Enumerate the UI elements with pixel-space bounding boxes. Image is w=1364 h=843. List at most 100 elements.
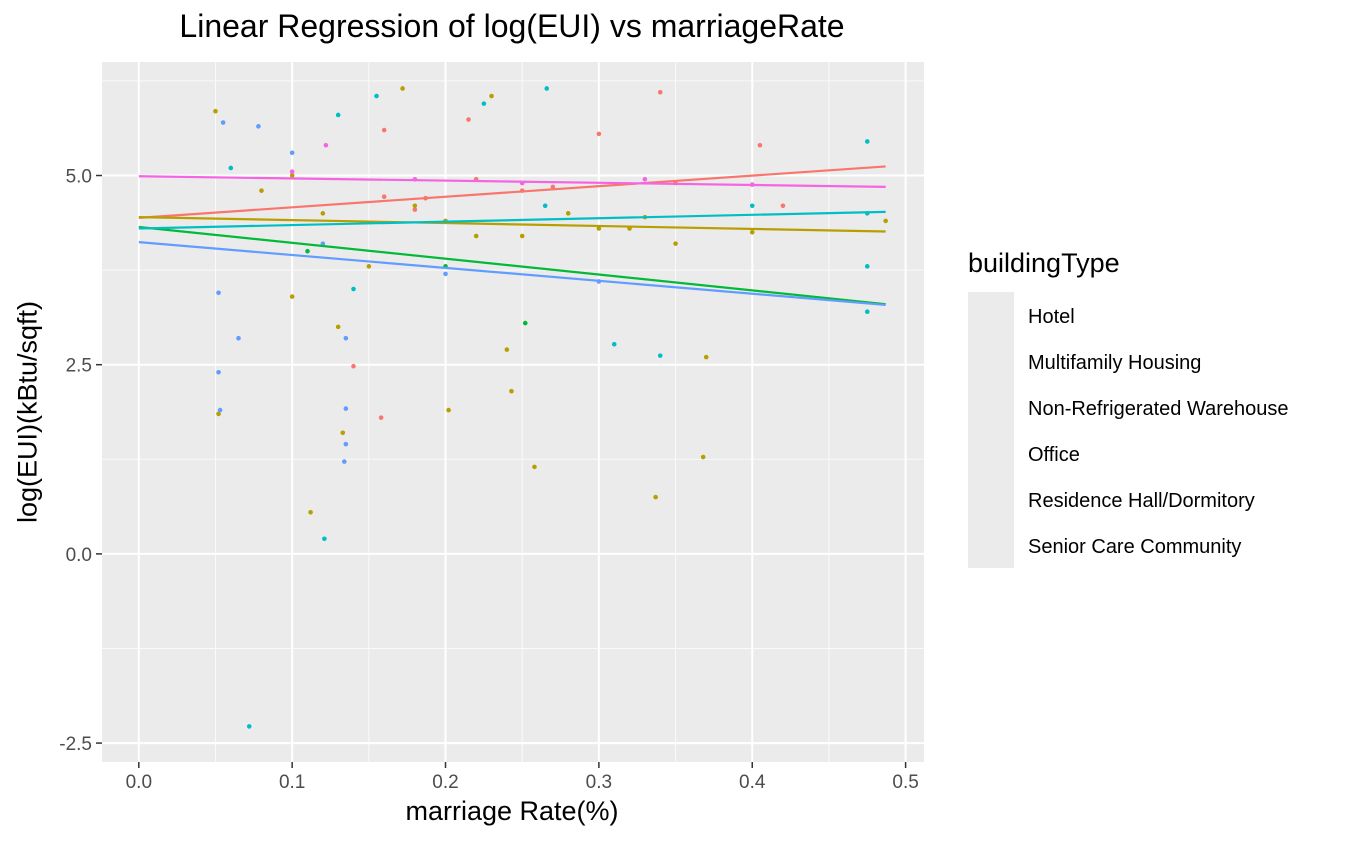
x-tick-label: 0.1 — [279, 772, 305, 793]
data-point — [412, 203, 418, 209]
legend-title: buildingType — [968, 248, 1120, 278]
data-point — [320, 211, 326, 216]
x-tick-label: 0.5 — [892, 772, 918, 793]
x-axis-label: marriage Rate(%) — [405, 796, 619, 826]
data-point — [400, 86, 405, 91]
data-point — [381, 194, 387, 200]
data-point — [532, 464, 537, 470]
data-point — [216, 411, 221, 417]
data-point — [305, 248, 310, 254]
data-point — [340, 430, 346, 436]
data-point — [596, 226, 602, 231]
data-point — [351, 286, 356, 292]
data-point — [216, 290, 221, 296]
x-tick-label: 0.0 — [126, 772, 152, 793]
data-point — [544, 86, 550, 91]
fit-line — [138, 225, 886, 306]
fit-lines — [138, 165, 886, 307]
data-point — [228, 165, 234, 171]
fit-line — [138, 216, 886, 233]
data-point — [565, 211, 571, 216]
data-point — [289, 294, 295, 299]
data-point — [596, 131, 602, 137]
fit-line — [138, 210, 886, 230]
data-point — [504, 347, 510, 352]
data-point — [335, 324, 341, 330]
data-point — [246, 724, 252, 729]
data-point — [343, 441, 349, 447]
data-point — [700, 454, 706, 460]
legend-item-label: Hotel — [1028, 306, 1075, 328]
data-point — [657, 89, 663, 95]
data-point — [412, 207, 418, 212]
x-axis-ticks: 0.0 0.1 0.2 0.3 0.4 0.5 — [126, 762, 919, 793]
data-point — [342, 459, 347, 464]
data-point — [749, 203, 755, 209]
x-tick-label: 0.2 — [432, 772, 458, 793]
data-point — [481, 101, 487, 106]
data-point — [780, 203, 786, 209]
data-point — [289, 169, 295, 175]
data-point — [611, 341, 617, 347]
data-point — [289, 173, 295, 178]
data-point — [216, 369, 221, 375]
data-point — [550, 184, 556, 190]
y-tick-label: -2.5 — [59, 734, 92, 755]
chart-title: Linear Regression of log(EUI) vs marriag… — [179, 8, 845, 44]
legend-item-label: Multifamily Housing — [1028, 352, 1202, 374]
data-point — [466, 117, 471, 122]
data-point — [381, 127, 387, 133]
data-point — [220, 120, 226, 125]
data-point — [519, 233, 525, 239]
data-point — [343, 406, 349, 411]
legend-item-label: Office — [1028, 444, 1080, 466]
data-point — [542, 203, 548, 209]
data-point — [443, 271, 448, 277]
data-point — [703, 354, 709, 360]
data-point — [446, 407, 451, 413]
data-point — [522, 320, 528, 326]
data-point — [343, 335, 349, 341]
data-point — [213, 108, 218, 114]
y-tick-label: 0.0 — [66, 545, 92, 566]
data-point — [351, 363, 356, 369]
data-point — [653, 494, 658, 500]
data-point — [217, 407, 223, 413]
data-point — [323, 142, 329, 148]
data-point — [308, 509, 313, 515]
y-tick-label: 2.5 — [66, 356, 92, 377]
data-point — [256, 124, 261, 129]
data-point — [509, 388, 514, 394]
data-point — [473, 233, 479, 239]
data-point — [864, 309, 870, 315]
data-point — [335, 112, 341, 118]
data-point — [864, 139, 870, 144]
data-point — [374, 93, 379, 99]
data-point — [366, 264, 372, 269]
data-point — [489, 93, 494, 99]
data-point — [642, 176, 648, 182]
data-point — [749, 229, 755, 235]
data-point — [883, 218, 888, 224]
data-point — [322, 536, 327, 542]
y-axis-label: log(EUI)(kBtu/sqft) — [12, 300, 43, 524]
data-point — [757, 142, 763, 148]
legend-item-label: Residence Hall/Dormitory — [1028, 490, 1255, 512]
data-point — [236, 335, 241, 341]
legend-key-background — [968, 292, 1014, 568]
fit-line — [138, 165, 886, 219]
data-point — [864, 264, 870, 269]
data-point — [259, 188, 264, 193]
fit-line — [138, 241, 886, 307]
x-tick-label: 0.3 — [586, 772, 612, 793]
fit-line — [138, 175, 886, 188]
legend-item-label: Senior Care Community — [1028, 536, 1242, 558]
data-point — [657, 353, 663, 358]
y-tick-label: 5.0 — [66, 167, 92, 188]
y-axis-ticks: -2.5 0.0 2.5 5.0 — [59, 167, 102, 755]
data-point — [378, 415, 384, 420]
plot-panel — [102, 62, 924, 762]
legend-item-label: Non-Refrigerated Warehouse — [1028, 398, 1289, 420]
x-tick-label: 0.4 — [739, 772, 766, 793]
